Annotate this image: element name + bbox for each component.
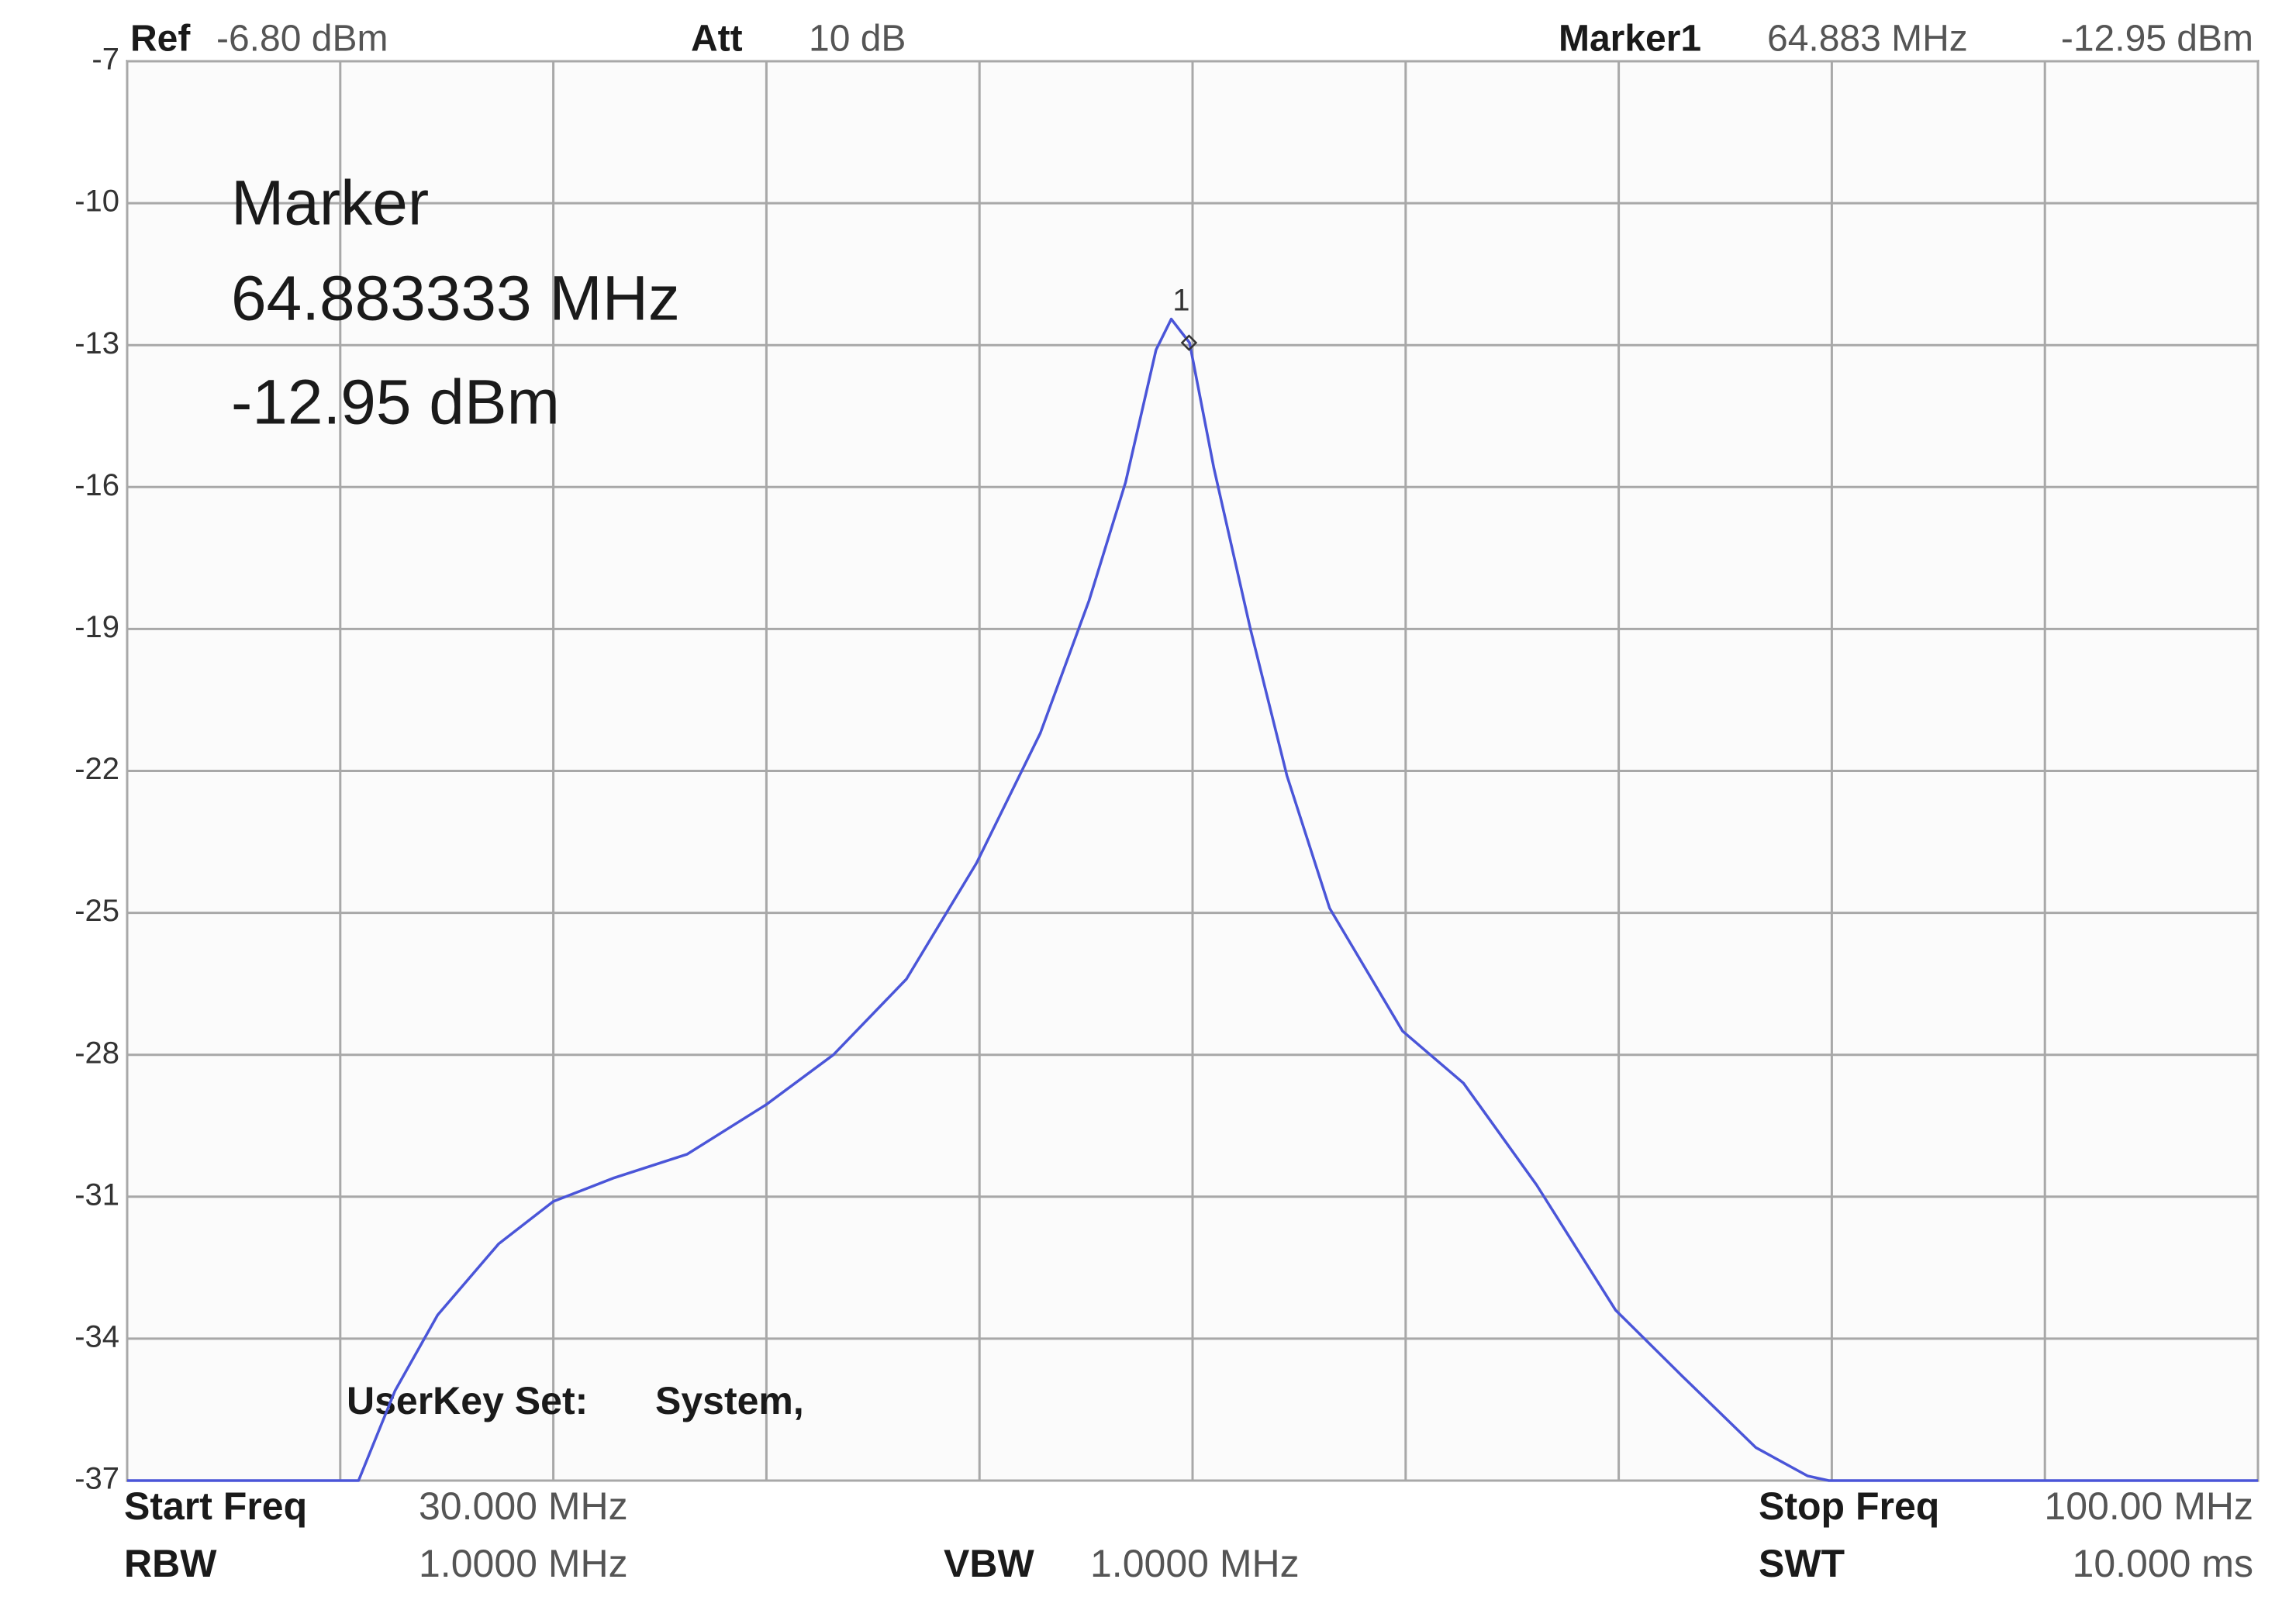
y-tick-label: -13 <box>74 326 119 360</box>
y-tick-label: -16 <box>74 468 119 502</box>
readout-title: Marker <box>231 168 429 239</box>
start-freq-label: Start Freq <box>124 1484 307 1528</box>
userkey-value: System, <box>655 1379 804 1422</box>
y-tick-label: -25 <box>74 894 119 928</box>
rbw-value: 1.0000 MHz <box>419 1542 628 1585</box>
marker-header-label: Marker1 <box>1559 19 1701 60</box>
y-tick-label: -37 <box>74 1462 119 1496</box>
start-freq-value: 30.000 MHz <box>419 1484 628 1528</box>
ref-label: Ref <box>130 19 191 60</box>
trace <box>127 317 2258 1482</box>
grid <box>126 60 2260 1482</box>
readout-level: -12.95 dBm <box>231 367 560 438</box>
swt-value: 10.000 ms <box>2073 1542 2253 1585</box>
userkey-label: UserKey Set: <box>347 1379 588 1422</box>
marker-diamond <box>1180 334 1198 351</box>
marker-label: 1 <box>1172 284 1189 318</box>
vbw-value: 1.0000 MHz <box>1090 1542 1300 1585</box>
y-tick-label: -10 <box>74 184 119 219</box>
att-label: Att <box>691 19 743 60</box>
y-tick-label: -19 <box>74 610 119 644</box>
vbw-label: VBW <box>944 1542 1034 1585</box>
y-tick-label: -22 <box>74 752 119 786</box>
att-value: 10 dB <box>809 19 906 60</box>
y-tick-label: -28 <box>74 1036 119 1070</box>
stop-freq-value: 100.00 MHz <box>2044 1484 2253 1528</box>
rbw-label: RBW <box>124 1542 217 1585</box>
y-tick-label: -7 <box>91 43 119 77</box>
marker-header-freq: 64.883 MHz <box>1767 19 1968 60</box>
swt-label: SWT <box>1759 1542 1845 1585</box>
stop-freq-label: Stop Freq <box>1759 1484 1939 1528</box>
marker-header-level: -12.95 dBm <box>2061 19 2253 60</box>
readout-frequency: 64.883333 MHz <box>231 264 680 334</box>
y-tick-label: -34 <box>74 1319 119 1353</box>
y-tick-label: -31 <box>74 1177 119 1212</box>
ref-value: -6.80 dBm <box>216 19 388 60</box>
